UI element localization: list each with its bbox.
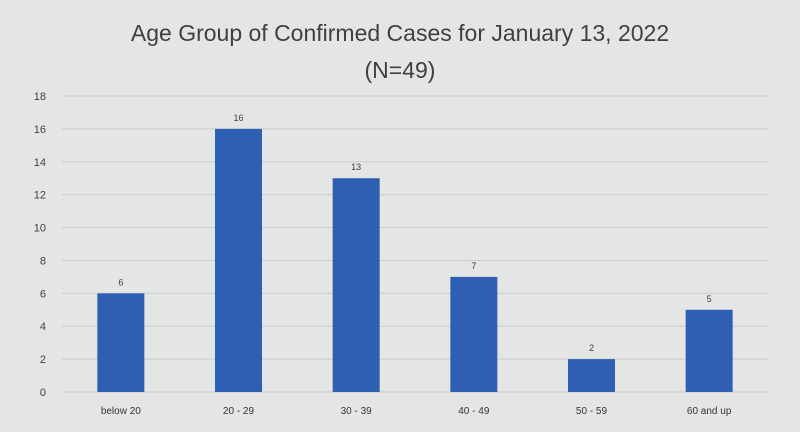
x-tick-label: 40 - 49 — [458, 406, 490, 417]
gridlines — [62, 95, 768, 393]
bar — [450, 276, 498, 392]
data-label: 13 — [351, 162, 361, 172]
y-tick-label: 18 — [34, 91, 46, 103]
data-label: 2 — [589, 343, 594, 353]
x-tick-label: 20 - 29 — [223, 406, 255, 417]
x-tick-label: below 20 — [101, 406, 141, 417]
data-labels: 6 16 13 7 2 5 — [118, 113, 711, 353]
data-label: 16 — [233, 113, 243, 123]
bar — [568, 359, 615, 392]
x-tick-label: 60 and up — [687, 406, 732, 417]
y-tick-label: 6 — [40, 288, 46, 300]
y-axis: 0 2 4 6 8 10 12 14 16 18 — [34, 91, 46, 399]
x-tick-label: 30 - 39 — [341, 406, 373, 417]
bar — [685, 309, 733, 392]
y-tick-label: 8 — [40, 255, 46, 267]
y-tick-label: 12 — [34, 190, 46, 202]
y-tick-label: 0 — [40, 387, 46, 399]
y-tick-label: 16 — [34, 124, 46, 136]
data-label: 6 — [118, 277, 123, 287]
chart-subtitle: (N=49) — [364, 57, 436, 83]
y-tick-label: 2 — [40, 354, 46, 366]
bars — [97, 128, 733, 392]
bar — [215, 128, 262, 392]
y-tick-label: 14 — [34, 157, 46, 169]
y-tick-label: 10 — [34, 223, 46, 235]
data-label: 5 — [707, 294, 712, 304]
data-label: 7 — [471, 261, 476, 271]
bar — [97, 293, 145, 392]
chart-title: Age Group of Confirmed Cases for January… — [130, 20, 670, 46]
x-axis: below 20 20 - 29 30 - 39 40 - 49 50 - 59 60 a… — [101, 406, 732, 417]
bar — [332, 178, 380, 392]
x-tick-label: 50 - 59 — [576, 406, 608, 417]
y-tick-label: 4 — [40, 321, 46, 333]
